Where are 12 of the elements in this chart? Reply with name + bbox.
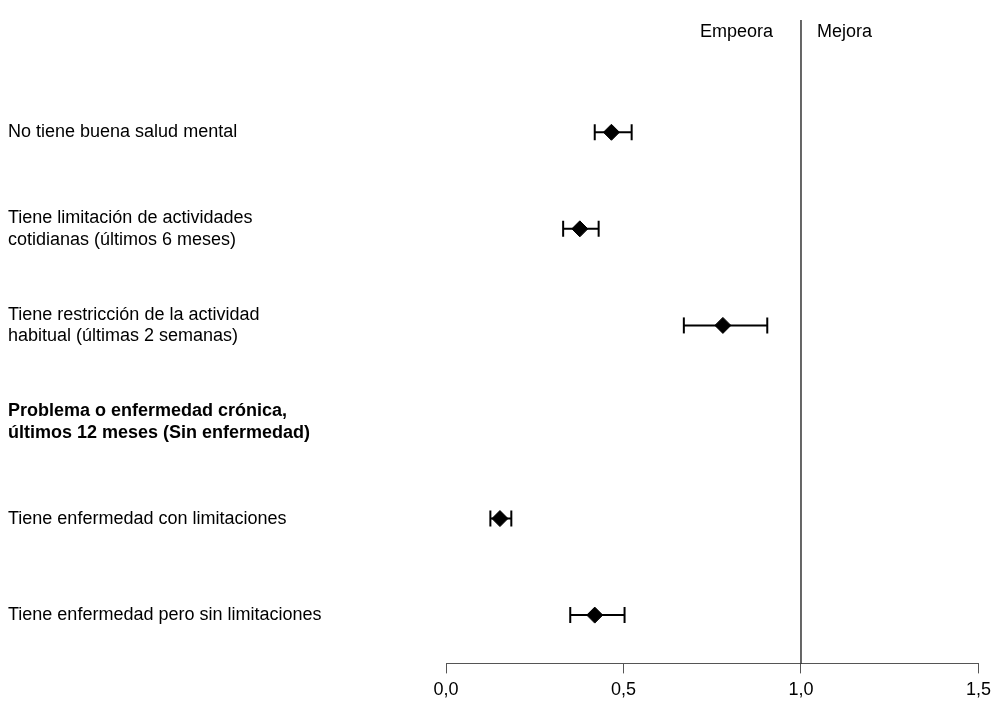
x-tick-label: 0,0 [433,679,459,700]
annotation: Empeora [699,20,774,41]
x-tick-label: 1,5 [965,679,991,700]
annotation: Mejora [816,20,873,41]
y-tick-label: No tiene buena salud mental [8,121,238,142]
y-tick-label: Tiene enfermedad pero sin limitaciones [8,604,322,625]
y-tick-label: Tiene restricción de la actividad habitual (últimas 2 semanas) [8,303,260,346]
y-tick-label: Tiene limitación de actividades cotidianas (últimos 6 meses) [8,207,253,249]
y-tick-label: Tiene enfermedad con limitaciones [8,507,287,528]
y-tick-label: Problema o enfermedad crónica, últimos 12 meses (Sin enfermedad) [8,400,311,442]
x-tick-label: 1,0 [788,679,814,700]
x-tick-label: 0,5 [610,679,637,700]
